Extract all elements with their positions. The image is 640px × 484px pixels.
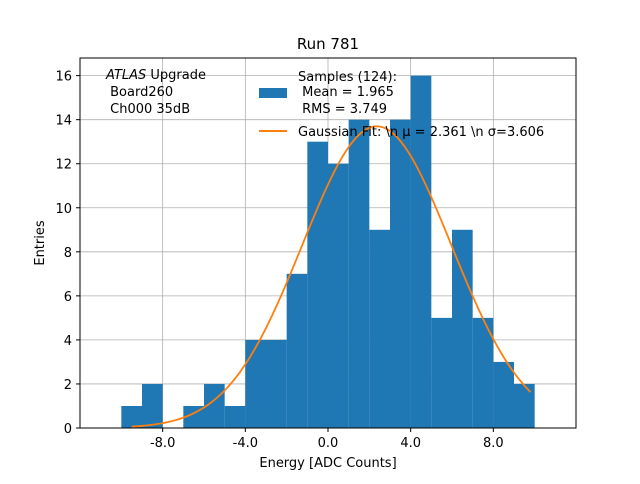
x-axis-ticks: -8.0 -4.0 0.0 4.0 8.0 xyxy=(150,428,504,451)
legend-fit-label: Gaussian Fit: \n μ = 2.361 \n σ=3.606 xyxy=(298,125,544,140)
y-tick-label: 2 xyxy=(64,378,72,393)
histogram-bar xyxy=(390,119,411,429)
y-tick-label: 6 xyxy=(64,290,72,305)
histogram-bar xyxy=(307,141,328,428)
annotation-italic: ATLAS xyxy=(105,68,146,83)
histogram-bar xyxy=(472,317,494,428)
x-tick-label: -4.0 xyxy=(233,436,258,451)
x-tick-label: 4.0 xyxy=(400,436,421,451)
legend-samples-swatch xyxy=(259,88,287,98)
histogram-bar xyxy=(452,229,473,428)
y-tick-label: 12 xyxy=(55,158,72,173)
gaussian-fit-line xyxy=(131,125,532,428)
legend: Samples (124): Mean = 1.965 RMS = 3.749 … xyxy=(259,70,544,140)
annotation: ATLAS Upgrade Board260 Ch000 35dB xyxy=(105,68,206,117)
histogram-bar xyxy=(514,383,535,428)
x-tick-label: -8.0 xyxy=(150,436,175,451)
annotation-line-1: ATLAS Upgrade xyxy=(105,68,206,83)
histogram-bar xyxy=(121,405,142,428)
annotation-line-2: Board260 xyxy=(106,85,173,100)
histogram-bar xyxy=(431,317,452,428)
y-tick-label: 8 xyxy=(64,246,72,261)
x-tick-label: 0.0 xyxy=(318,436,339,451)
annotation-rest: Upgrade xyxy=(146,68,206,83)
x-tick-label: 8.0 xyxy=(483,436,504,451)
y-axis-label: Entries xyxy=(33,220,48,266)
histogram-bar xyxy=(348,119,370,429)
y-tick-label: 0 xyxy=(64,422,72,437)
y-tick-label: 4 xyxy=(64,334,72,349)
y-tick-label: 16 xyxy=(55,70,72,85)
histogram-bar xyxy=(286,273,308,428)
y-tick-label: 10 xyxy=(55,202,72,217)
annotation-line-3: Ch000 35dB xyxy=(106,102,190,117)
gaussian-fit xyxy=(131,125,532,428)
histogram-bar xyxy=(245,339,266,428)
histogram-bar xyxy=(266,339,287,428)
y-tick-label: 14 xyxy=(55,114,72,129)
y-axis-ticks: 0 2 4 6 8 10 12 14 16 xyxy=(55,70,80,437)
histogram-bar xyxy=(224,405,246,428)
x-axis-label: Energy [ADC Counts] xyxy=(259,456,396,471)
histogram-bar xyxy=(142,383,163,428)
legend-samples-line-1: Samples (124): xyxy=(298,70,397,85)
histogram-bar xyxy=(493,361,514,428)
legend-samples-line-2: Mean = 1.965 xyxy=(298,85,394,100)
chart-title: Run 781 xyxy=(297,35,359,53)
histogram-bar xyxy=(328,163,349,428)
histogram-bar xyxy=(369,229,390,428)
legend-samples-line-3: RMS = 3.749 xyxy=(298,102,387,117)
